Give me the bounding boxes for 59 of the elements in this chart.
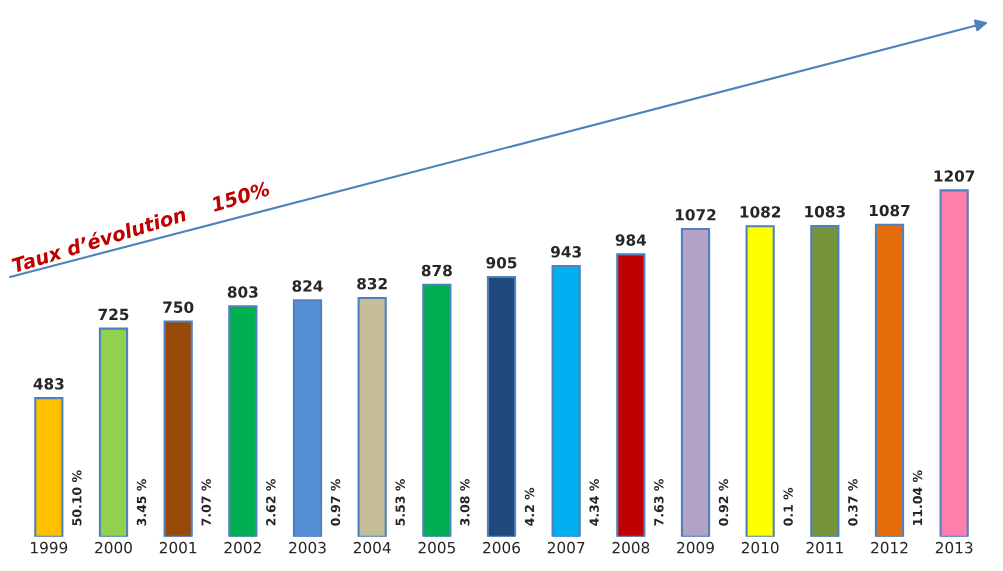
annotation: 50.10 % (72, 470, 82, 526)
bar (939, 189, 969, 537)
bar (228, 305, 258, 537)
annotation: 7.07 % (201, 479, 211, 526)
x-tick-label: 2008 (612, 541, 650, 554)
data-label: 905 (486, 256, 517, 269)
bar (745, 225, 775, 537)
annotation: 2.62 % (266, 479, 276, 526)
data-label: 483 (33, 378, 64, 390)
annotation: 0.92 % (718, 479, 729, 526)
annotation: 7.63 % (654, 479, 664, 526)
data-label: 943 (551, 246, 581, 258)
x-tick-label: 2001 (159, 541, 197, 554)
bar (810, 224, 840, 537)
data-label: 1087 (869, 204, 910, 217)
data-label: 803 (227, 286, 258, 298)
data-label: 750 (163, 301, 194, 313)
bar (680, 228, 711, 537)
x-tick-label: 2003 (289, 541, 326, 554)
data-label: 984 (615, 234, 647, 246)
data-label: 725 (98, 308, 129, 321)
annotation: 3.45 % (136, 479, 147, 526)
x-tick-label: 2000 (95, 541, 132, 554)
annotation: 0.1 % (783, 487, 793, 526)
x-tick-label: 2012 (871, 541, 908, 554)
bar (874, 223, 905, 537)
x-tick-label: 2010 (741, 541, 779, 554)
data-label: 1207 (934, 170, 975, 182)
x-tick-label: 2009 (677, 541, 714, 554)
data-label: 878 (421, 264, 452, 277)
bar (616, 253, 646, 537)
bar (34, 397, 64, 537)
annotation: 4.34 % (589, 479, 599, 526)
annotation: 11.04 % (912, 470, 923, 525)
x-tick-label: 1999 (31, 541, 68, 554)
x-tick-label: 2006 (483, 541, 520, 554)
bar (98, 327, 129, 537)
annotation: 0.97 % (330, 479, 341, 526)
bar (292, 299, 323, 537)
annotation: 3.08 % (460, 479, 470, 526)
x-tick-label: 2002 (224, 541, 261, 554)
x-tick-label: 2013 (935, 541, 973, 554)
bar (163, 320, 193, 537)
data-label: 1083 (805, 205, 845, 218)
bar (422, 283, 452, 537)
data-label: 832 (357, 277, 387, 290)
annotation: 0.37 % (848, 479, 858, 526)
annotation: 4.2 % (524, 487, 535, 526)
data-label: 824 (292, 280, 323, 292)
bar (357, 296, 387, 537)
bar (551, 265, 581, 537)
bar (486, 275, 517, 537)
x-tick-label: 2011 (806, 541, 843, 554)
x-tick-label: 2005 (418, 541, 455, 554)
data-label: 1072 (675, 209, 716, 221)
x-tick-label: 2004 (353, 541, 391, 554)
annotation: 5.53 % (395, 479, 405, 526)
x-tick-label: 2007 (547, 541, 585, 554)
data-label: 1082 (740, 206, 781, 218)
